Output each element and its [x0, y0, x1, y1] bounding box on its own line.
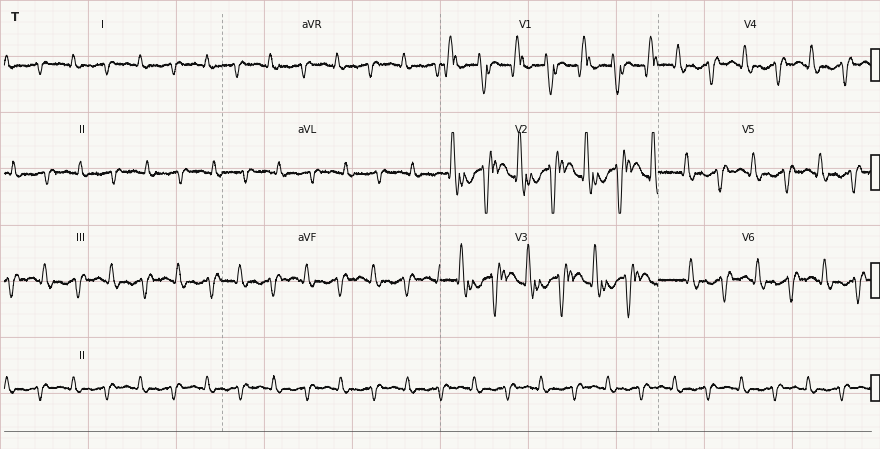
Text: V5: V5	[742, 125, 756, 135]
Text: III: III	[76, 233, 84, 243]
Text: T: T	[11, 11, 18, 24]
Text: aVR: aVR	[301, 20, 321, 30]
Text: aVF: aVF	[297, 233, 317, 243]
Bar	[871, 263, 880, 298]
Bar	[871, 49, 880, 81]
Text: V4: V4	[744, 20, 758, 30]
Text: II: II	[79, 125, 85, 135]
Text: aVL: aVL	[297, 125, 317, 135]
Bar	[871, 375, 880, 401]
Text: V6: V6	[742, 233, 756, 243]
Bar	[871, 155, 880, 190]
Text: V3: V3	[515, 233, 529, 243]
Text: V1: V1	[519, 20, 533, 30]
Text: I: I	[101, 20, 104, 30]
Text: V2: V2	[515, 125, 529, 135]
Text: II: II	[79, 351, 85, 361]
